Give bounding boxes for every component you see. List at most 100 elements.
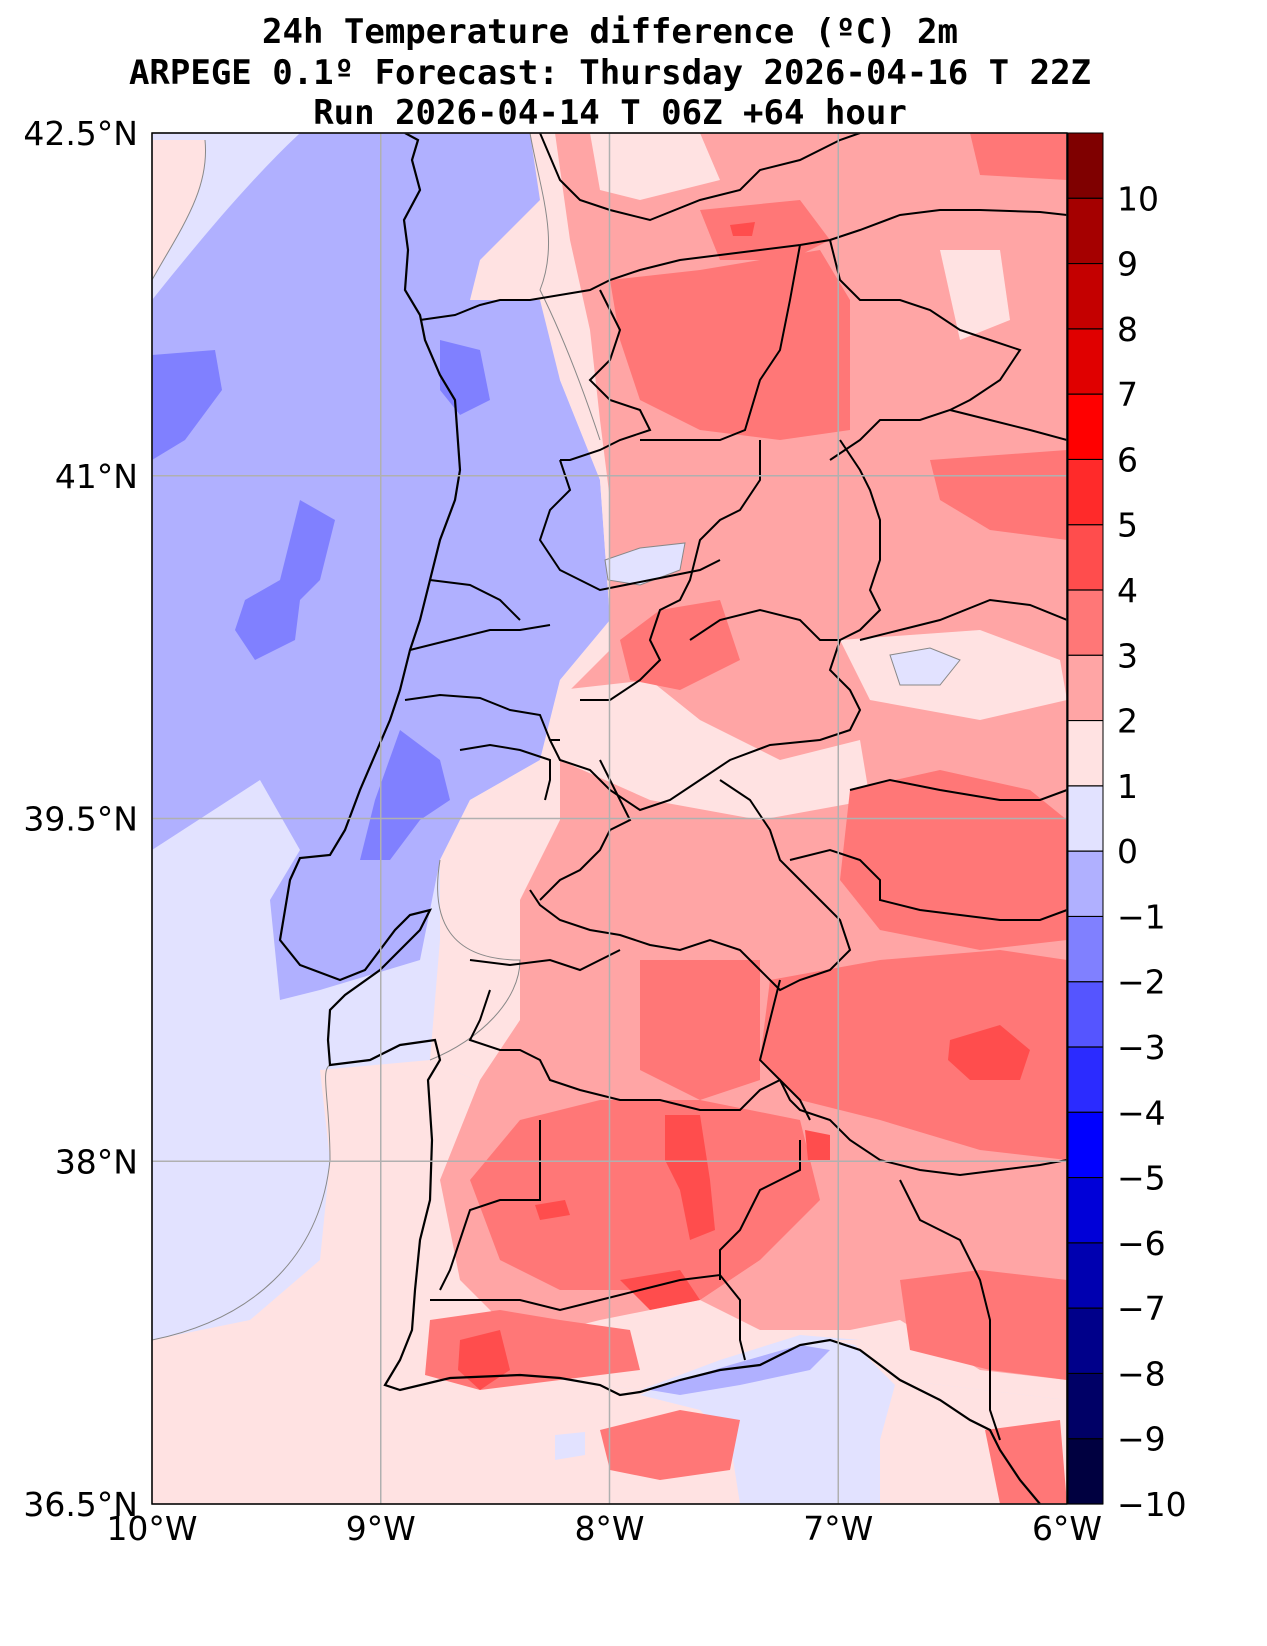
- colorbar-segment: [1068, 785, 1103, 852]
- colorbar-label: −6: [1117, 1224, 1166, 1263]
- lat-tick-label: 36.5°N: [23, 1485, 138, 1524]
- border-east-1: [949, 409, 1067, 441]
- colorbar-label: 8: [1117, 310, 1138, 349]
- colorbar-segment: [1068, 1438, 1103, 1505]
- contour-zero-central: [429, 859, 521, 1061]
- colorbar-segment: [1068, 263, 1103, 330]
- field-land-cool-patch-4: [940, 250, 1010, 340]
- colorbar-segment: [1068, 981, 1103, 1048]
- colorbar-segment: [1068, 916, 1103, 983]
- field-land-cool-patch-2: [840, 630, 1067, 720]
- colorbar-segment: [1068, 459, 1103, 526]
- lat-tick-label: 41°N: [55, 457, 138, 496]
- colorbar-segment: [1068, 851, 1103, 917]
- field-land-warm3-e: [730, 222, 755, 236]
- colorbar-segment: [1068, 524, 1103, 591]
- border-minho: [560, 289, 652, 461]
- border-douro-east: [829, 239, 1022, 461]
- border-spain-galicia: [419, 209, 1067, 321]
- colorbar-segment: [1068, 1112, 1103, 1179]
- field-land-warm2-j: [900, 1270, 1067, 1380]
- field-land-warm2-f: [760, 950, 1067, 1160]
- field-land-warm2-m: [985, 1420, 1067, 1504]
- colorbar-label: 7: [1117, 375, 1138, 414]
- border-algarve: [430, 1273, 746, 1361]
- field-land-warm3-a: [948, 1025, 1030, 1080]
- latitude-labels: 42.5°N 41°N 39.5°N 38°N 36.5°N: [23, 114, 138, 1524]
- border-santarem: [459, 743, 551, 801]
- field-cold-blob-2: [235, 500, 335, 660]
- border-leiria: [404, 693, 560, 741]
- lon-tick-label: 8°W: [574, 1509, 644, 1548]
- border-east-5: [899, 1179, 1001, 1441]
- longitude-labels: 10°W 9°W 8°W 7°W 6°W: [106, 1509, 1102, 1548]
- border-beira-interior: [689, 439, 882, 641]
- lon-tick-label: 7°W: [803, 1509, 873, 1548]
- title-line-1: 24h Temperature difference (ºC) 2m: [262, 12, 958, 52]
- border-coimbra: [409, 624, 551, 651]
- field-land-warm3-b: [665, 1115, 715, 1240]
- field-land-warm3-f: [805, 1130, 830, 1160]
- colorbar-label: 9: [1117, 245, 1138, 284]
- field-inland-cool-2: [889, 647, 961, 686]
- map-frame: [151, 132, 1068, 1505]
- colorbar-label: 4: [1117, 571, 1138, 610]
- contour-nw: [152, 139, 207, 281]
- field-land-cool-patch: [560, 680, 870, 820]
- lat-tick-label: 39.5°N: [23, 800, 138, 839]
- colorbar-segment: [1068, 655, 1103, 722]
- field-land-warm2-d: [970, 133, 1067, 180]
- colorbar-segment: [1068, 1242, 1103, 1309]
- colorbar-label: 6: [1117, 440, 1138, 479]
- colorbar-label: 0: [1117, 832, 1138, 871]
- field-nw-patch: [152, 140, 206, 280]
- field-cold-blob-1: [152, 350, 222, 460]
- field-inland-cool-1: [604, 542, 686, 586]
- contour-zero-west: [152, 1064, 331, 1341]
- lon-tick-label: 6°W: [1032, 1509, 1102, 1548]
- colorbar-label: −1: [1117, 897, 1166, 936]
- border-east-4: [849, 778, 1067, 801]
- colorbar-label: 3: [1117, 636, 1138, 675]
- field-cold-blob-3: [360, 730, 450, 860]
- colorbar-label: 1: [1117, 767, 1138, 806]
- border-alentejo-south: [468, 989, 811, 1121]
- field-land-warm2-h: [470, 1100, 820, 1300]
- title-line-2: ARPEGE 0.1º Forecast: Thursday 2026-04-1…: [128, 53, 1092, 93]
- border-alentejo-north: [529, 779, 852, 992]
- field-land-warm2-k: [600, 1410, 740, 1480]
- colorbar-segment: [1068, 590, 1103, 656]
- field-land-warm2-g: [640, 960, 760, 1100]
- colorbar-segment: [1068, 394, 1103, 460]
- colorbar-label: −8: [1117, 1354, 1166, 1393]
- colorbar-label: 10: [1117, 179, 1159, 218]
- border-baixo-alentejo: [439, 1120, 541, 1291]
- lat-tick-label: 38°N: [55, 1142, 138, 1181]
- contour-zero-north: [529, 133, 601, 441]
- border-east-2: [859, 598, 1067, 641]
- field-land-warm2-c: [930, 450, 1067, 540]
- lon-tick-label: 10°W: [106, 1509, 197, 1548]
- border-tejo-north: [549, 639, 862, 812]
- border-ribatejo: [539, 759, 632, 901]
- colorbar-segment: [1068, 328, 1103, 395]
- colorbar-label: −7: [1117, 1289, 1166, 1328]
- colorbar-label: −9: [1117, 1420, 1166, 1459]
- colorbar-label: −2: [1117, 963, 1166, 1002]
- title-line-3: Run 2026-04-14 T 06Z +64 hour: [313, 93, 907, 133]
- colorbar-segment: [1068, 1373, 1103, 1440]
- border-aveiro: [429, 579, 521, 621]
- colorbar-label: −5: [1117, 1159, 1166, 1198]
- field-land-warm3-g: [535, 1200, 570, 1220]
- field-land-cool-patch-3: [590, 133, 720, 200]
- colorbar-segment: [1068, 1177, 1103, 1244]
- colorbar-segment: [1068, 1308, 1103, 1374]
- colorbar-segment: [1068, 720, 1103, 787]
- colorbar-segment: [1068, 1047, 1103, 1113]
- colorbar-label: 5: [1117, 506, 1138, 545]
- lat-tick-label: 42.5°N: [23, 114, 138, 153]
- field-gulf-patch: [555, 1432, 585, 1460]
- colorbar-label: −3: [1117, 1028, 1166, 1067]
- border-beira: [580, 440, 761, 701]
